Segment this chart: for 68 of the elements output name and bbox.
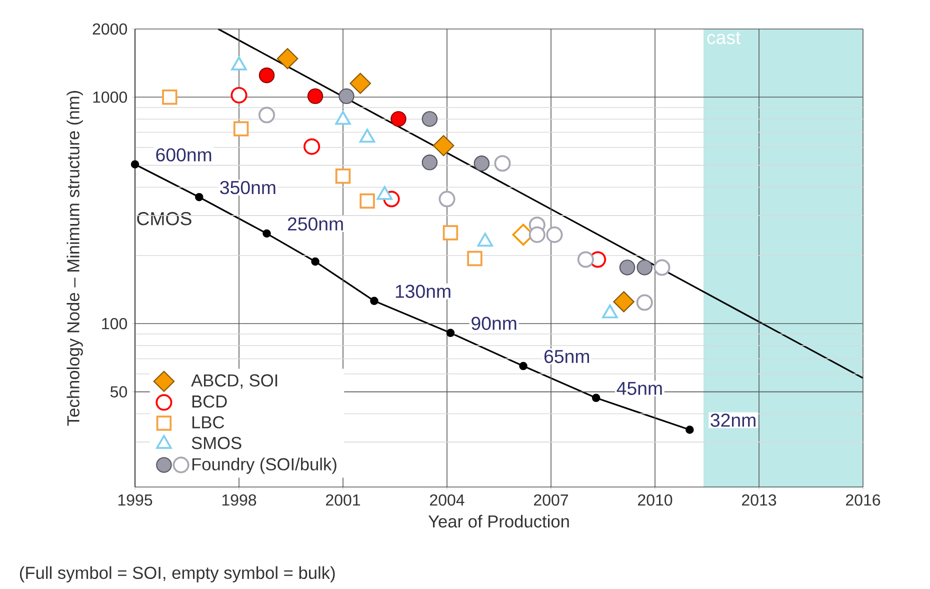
x-tick-label: 1998	[222, 494, 256, 506]
y-axis-title: Technology Node – Minimum structure (nm)	[66, 91, 83, 426]
point	[258, 106, 276, 124]
point	[276, 48, 298, 70]
point	[370, 296, 378, 306]
annotation: 600nm	[156, 148, 212, 162]
point	[230, 86, 248, 104]
point	[233, 121, 249, 136]
point	[338, 88, 354, 104]
point	[613, 291, 634, 312]
point	[360, 193, 375, 209]
point	[195, 192, 204, 202]
point	[494, 155, 511, 172]
point	[130, 160, 140, 168]
legend-label: LBC	[192, 416, 224, 428]
point	[304, 138, 320, 155]
legend-label: ABCD, SOI	[191, 374, 278, 389]
annotation: 250nm	[288, 217, 343, 231]
annotation: 65nm	[544, 350, 589, 364]
x-tick-label: 2004	[430, 494, 464, 506]
point	[432, 135, 454, 156]
point	[350, 72, 371, 94]
point	[335, 168, 351, 184]
point	[546, 226, 563, 243]
point	[438, 190, 456, 208]
point	[577, 251, 594, 268]
legend-label: SMOS	[192, 436, 242, 450]
x-tick-label: 2010	[638, 494, 672, 506]
y-tick-label: 100	[102, 318, 128, 330]
text: (Full symbol = SOI, empty symbol = bulk)	[20, 566, 335, 582]
x-axis-title: Year of Production	[428, 514, 569, 528]
y-tick-label: 1000	[93, 91, 128, 103]
point	[636, 260, 652, 276]
point	[592, 394, 600, 402]
point	[519, 362, 528, 370]
point	[442, 225, 458, 240]
point	[528, 226, 546, 243]
legend-label: BCD	[192, 395, 227, 408]
point	[422, 154, 438, 170]
point	[162, 90, 178, 105]
point	[422, 111, 438, 127]
point	[262, 229, 271, 238]
point	[307, 88, 324, 104]
point	[258, 68, 275, 84]
annotation: 130nm	[396, 284, 450, 298]
y-tick-label: 2000	[92, 23, 128, 35]
annotation: 32nm	[710, 414, 756, 427]
y-tick-label: 50	[110, 386, 128, 398]
point	[619, 260, 636, 276]
point	[446, 328, 455, 338]
x-tick-label: 2013	[742, 494, 776, 506]
point	[311, 257, 320, 266]
point	[636, 294, 653, 311]
legend-label: Foundry (SOI/bulk)	[192, 458, 336, 474]
x-tick-label: 1995	[118, 494, 152, 506]
point	[467, 250, 482, 266]
point	[654, 259, 670, 276]
band-label: cast	[707, 32, 741, 44]
point	[390, 111, 406, 127]
x-tick-label: 2016	[846, 494, 880, 506]
x-tick-label: 2001	[326, 494, 360, 506]
series-label: CMOS	[137, 212, 192, 226]
annotation: 350nm	[220, 180, 276, 194]
annotation: 45nm	[616, 382, 662, 395]
point	[474, 156, 490, 172]
x-tick-label: 2007	[534, 494, 568, 506]
point	[686, 426, 694, 434]
annotation: 90nm	[472, 316, 516, 330]
